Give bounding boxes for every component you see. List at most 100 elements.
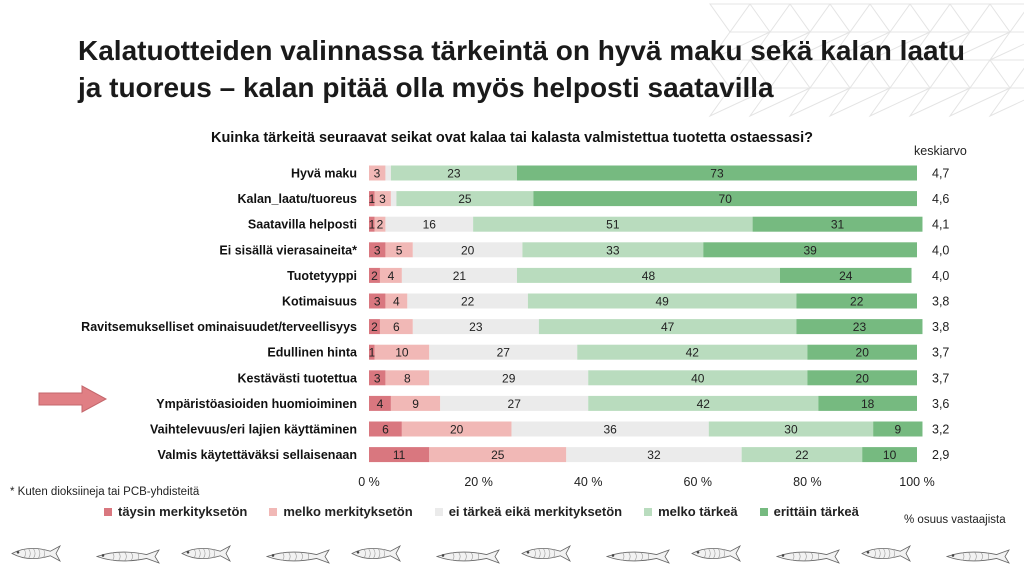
bar-segment-10-1 <box>401 421 512 437</box>
data-label-4-2: 21 <box>453 269 467 283</box>
data-label-7-3: 42 <box>686 346 700 360</box>
fish-icon <box>861 545 911 562</box>
bar-segment-8-1 <box>385 370 430 386</box>
chart-legend: täysin merkityksetön melko merkityksetön… <box>104 504 859 519</box>
pattern-triangle-6 <box>949 3 991 33</box>
legend-label-4: erittäin tärkeä <box>773 504 859 519</box>
pattern-triangle-2 <box>789 3 831 33</box>
bar-segment-4-4 <box>780 267 912 283</box>
bar-segment-2-0 <box>369 216 375 232</box>
fish-icon <box>265 549 330 564</box>
bar-segment-6-2 <box>412 319 539 335</box>
data-label-5-3: 49 <box>656 295 670 309</box>
bar-segment-8-3 <box>588 370 808 386</box>
legend-swatch-4 <box>759 507 768 516</box>
data-label-0-4: 73 <box>710 167 724 181</box>
pattern-triangle-16 <box>709 59 751 89</box>
data-label-9-2: 27 <box>508 397 522 411</box>
fish-icon <box>945 549 1010 564</box>
x-tick-label-3: 60 % <box>684 475 713 489</box>
bar-segment-11-3 <box>741 447 863 463</box>
pattern-triangle-26 <box>788 87 851 118</box>
fish-icon <box>775 549 840 564</box>
pattern-triangle-8 <box>708 31 771 62</box>
data-label-8-3: 40 <box>691 371 705 385</box>
category-label-6: Ravitsemukselliset ominaisuudet/terveell… <box>81 320 357 334</box>
pattern-triangle-17 <box>749 59 791 89</box>
data-label-11-0: 11 <box>393 448 406 462</box>
pattern-triangle-28 <box>868 87 931 118</box>
bar-segment-7-0 <box>369 344 375 360</box>
data-label-11-4: 10 <box>883 448 897 462</box>
stacked-bar-chart: Hyvä maku0323734,7Kalan_laatu/tuoreus132… <box>81 165 949 489</box>
slide-title: Kalatuotteiden valinnassa tärkeintä on h… <box>78 35 966 103</box>
data-label-2-2: 16 <box>423 218 437 232</box>
category-label-0: Hyvä maku <box>291 167 357 181</box>
pattern-triangle-20 <box>869 59 911 89</box>
pattern-triangle-13 <box>908 31 971 62</box>
pattern-triangle-18 <box>789 59 831 89</box>
average-value-2: 4,1 <box>932 218 949 232</box>
bar-segment-5-3 <box>527 293 797 309</box>
legend-swatch-2 <box>434 507 443 516</box>
bar-segment-7-4 <box>807 344 917 360</box>
legend-label-1: melko merkityksetön <box>283 504 413 519</box>
category-label-5: Kotimaisuus <box>282 295 357 309</box>
data-label-1-3: 25 <box>458 192 472 206</box>
pattern-triangle-9 <box>748 31 811 62</box>
bar-segment-7-2 <box>429 344 578 360</box>
pattern-triangle-7 <box>989 3 1024 33</box>
bar-segment-5-1 <box>385 293 408 309</box>
category-label-7: Edullinen hinta <box>267 346 358 360</box>
fish-icon <box>521 545 571 562</box>
bar-segment-3-2 <box>412 242 523 258</box>
arrow-shape <box>38 385 108 413</box>
data-label-6-2: 23 <box>469 320 483 334</box>
data-label-4-4: 24 <box>839 269 853 283</box>
x-tick-label-2: 40 % <box>574 475 603 489</box>
fish-icon <box>95 549 160 564</box>
average-value-6: 3,8 <box>932 320 949 334</box>
category-label-10: Vaihtelevuus/eri lajien käyttäminen <box>150 423 357 437</box>
category-label-4: Tuotetyyppi <box>287 269 357 283</box>
average-value-4: 4,0 <box>932 269 949 283</box>
data-label-10-1: 20 <box>450 423 464 437</box>
fish-icon <box>11 545 61 562</box>
highlight-arrow-icon <box>38 385 108 413</box>
pattern-triangle-31 <box>988 87 1024 118</box>
data-label-11-2: 32 <box>647 448 661 462</box>
category-label-11: Valmis käytettäväksi sellaisenaan <box>158 448 357 462</box>
bar-segment-4-2 <box>401 267 517 283</box>
fish-illustration-row <box>11 545 1010 564</box>
pattern-triangle-14 <box>948 31 1011 62</box>
data-label-7-1: 10 <box>395 346 409 360</box>
bar-segment-3-4 <box>703 242 917 258</box>
bar-segment-9-4 <box>818 395 917 411</box>
bar-segment-1-2 <box>390 191 397 207</box>
x-tick-label-0: 0 % <box>358 475 380 489</box>
x-tick-label-1: 20 % <box>464 475 493 489</box>
bar-segment-3-3 <box>522 242 704 258</box>
data-label-10-4: 9 <box>894 423 901 437</box>
pattern-triangle-23 <box>989 59 1024 89</box>
data-label-1-1: 3 <box>379 192 386 206</box>
bar-segment-7-3 <box>577 344 808 360</box>
bar-segment-8-0 <box>369 370 386 386</box>
pattern-triangle-22 <box>949 59 991 89</box>
data-label-6-3: 47 <box>661 320 675 334</box>
data-label-3-3: 33 <box>606 243 620 257</box>
pattern-triangle-29 <box>908 87 971 118</box>
data-label-1-0: 1 <box>369 192 376 206</box>
data-label-4-1: 4 <box>388 269 395 283</box>
decorative-pattern <box>708 3 1024 118</box>
data-label-8-1: 8 <box>404 371 411 385</box>
category-label-1: Kalan_laatu/tuoreus <box>238 192 358 206</box>
bar-segment-11-4 <box>862 447 917 463</box>
category-label-8: Kestävästi tuotettua <box>238 371 359 385</box>
pattern-triangle-19 <box>829 59 871 89</box>
bar-segment-3-1 <box>385 242 413 258</box>
pattern-triangle-12 <box>868 31 931 62</box>
average-value-11: 2,9 <box>932 448 949 462</box>
bar-segment-1-4 <box>533 191 917 207</box>
data-label-7-4: 20 <box>856 346 870 360</box>
